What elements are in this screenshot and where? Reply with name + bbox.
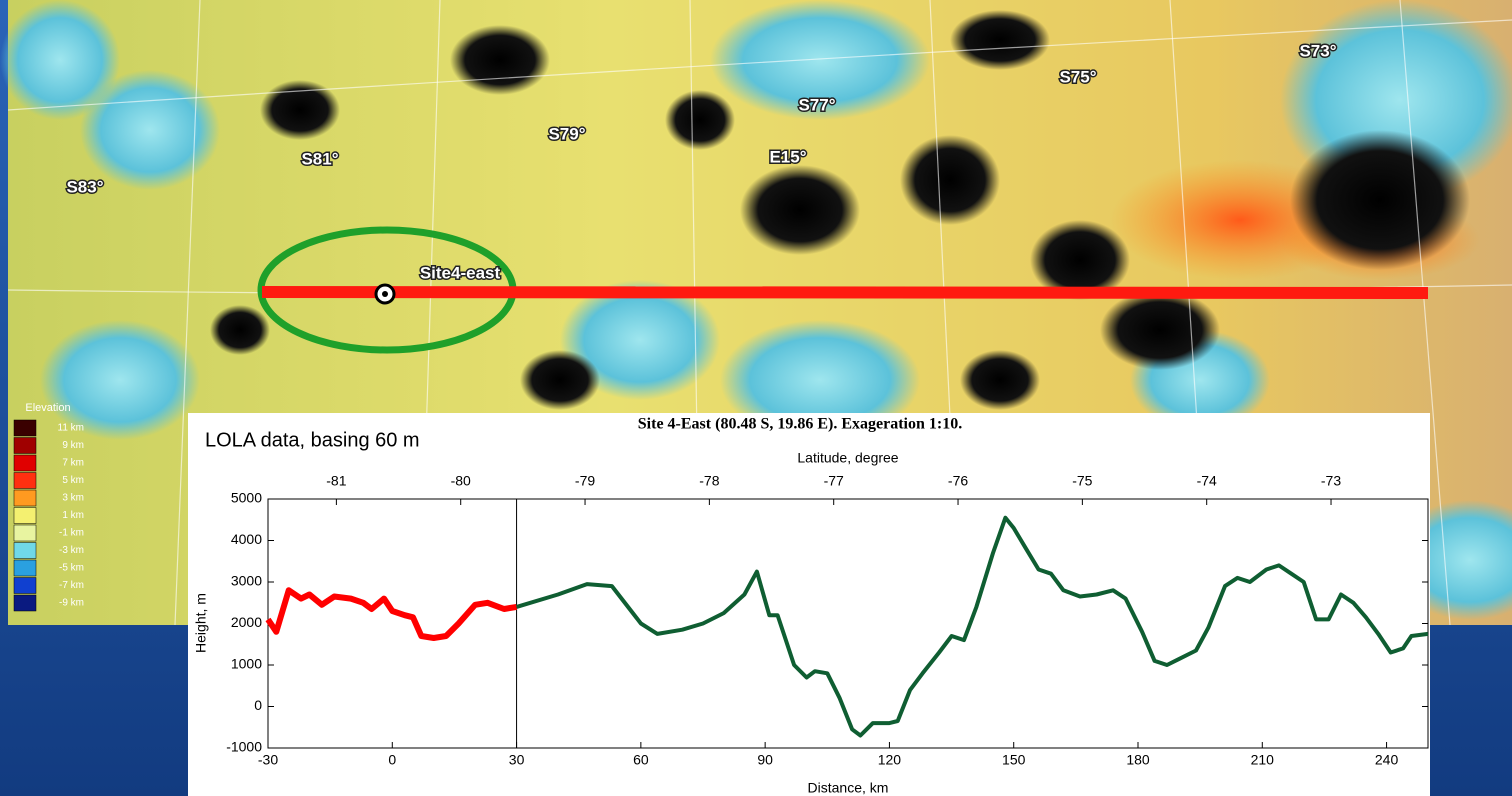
site-label: Site4-east [420,263,501,282]
legend-title: Elevation [25,402,70,414]
graticule-label: S73° [1299,41,1336,60]
y-axis-label: Height, m [193,593,209,653]
y-tick-label: -1000 [226,739,262,755]
y-tick-label: 2000 [231,614,262,630]
graticule-label: S79° [548,124,585,143]
profile-line [516,515,1429,738]
legend-swatch [13,454,37,472]
map: Site4-east S83° S81° S79° S77° E15° S75°… [0,0,1512,626]
legend-label: -5 km [59,563,84,574]
chart-annotation: LOLA data, basing 60 m [205,429,420,451]
x-tick-label: 180 [1126,752,1150,768]
x-axis-label: Distance, km [808,780,889,796]
x2-tick-label: -80 [451,473,471,489]
x2-tick-label: -77 [824,473,844,489]
profile-track [261,286,1429,299]
y-tick-label: 3000 [231,573,262,589]
legend-label: 1 km [62,510,84,521]
legend-swatch [13,472,37,489]
legend-swatch [13,542,37,559]
legend-label: -1 km [59,528,84,539]
plot: -1000 0 1000 2000 3000 4000 5000 -30 0 30 60 90 120 1… [226,473,1429,768]
legend-label: -7 km [59,580,84,591]
x2-tick-label: -79 [575,473,595,489]
x-tick-label: -30 [258,752,278,768]
graticule-label: S83° [66,177,103,196]
x-tick-label: 210 [1251,752,1275,768]
chart-title: Site 4-East (80.48 S, 19.86 E). Exagerat… [638,416,962,433]
legend-swatch [13,524,37,542]
graticule-label: S75° [1059,67,1096,86]
profile-line [265,587,518,641]
x-tick-label: 0 [388,752,396,768]
y-tick-label: 5000 [231,490,262,506]
legend-swatch [13,559,37,577]
x2-tick-label: -73 [1321,473,1341,489]
legend-swatch [13,489,37,507]
x-tick-label: 90 [757,752,773,768]
legend-swatch [13,577,37,594]
graticule-label: S77° [798,95,835,114]
legend-swatch [13,507,37,524]
legend-swatch [13,419,37,437]
chart-panel [188,413,1430,796]
x2-tick-label: -74 [1197,473,1217,489]
x2-tick-label: -76 [948,473,968,489]
x2-tick-label: -81 [326,473,346,489]
legend-swatch [13,594,37,612]
x2-axis-label: Latitude, degree [797,450,898,466]
legend-label: 11 km [58,423,85,434]
site-marker-dot [382,291,388,297]
x-tick-label: 240 [1375,752,1399,768]
x2-tick-label: -75 [1072,473,1092,489]
x-tick-label: 150 [1002,752,1026,768]
y-tick-label: 0 [254,697,262,713]
y-tick-label: 1000 [231,656,262,672]
legend-label: 3 km [62,493,84,504]
legend-label: 5 km [62,475,84,486]
x2-tick-label: -78 [699,473,719,489]
elevation-legend: Elevation 11 km 9 km 7 km 5 km 3 km 1 km -1 km… [13,402,85,612]
legend-swatch [13,437,37,454]
graticule-label: E15° [769,147,806,166]
y-tick-label: 4000 [231,531,262,547]
legend-label: -9 km [59,598,84,609]
x-tick-label: 60 [633,752,649,768]
x-tick-label: 120 [878,752,902,768]
x-tick-label: 30 [509,752,525,768]
graticule-label: S81° [301,149,338,168]
map-terrain [0,0,1512,620]
legend-label: -3 km [59,545,84,556]
legend-label: 7 km [62,458,84,469]
legend-label: 9 km [62,440,84,451]
